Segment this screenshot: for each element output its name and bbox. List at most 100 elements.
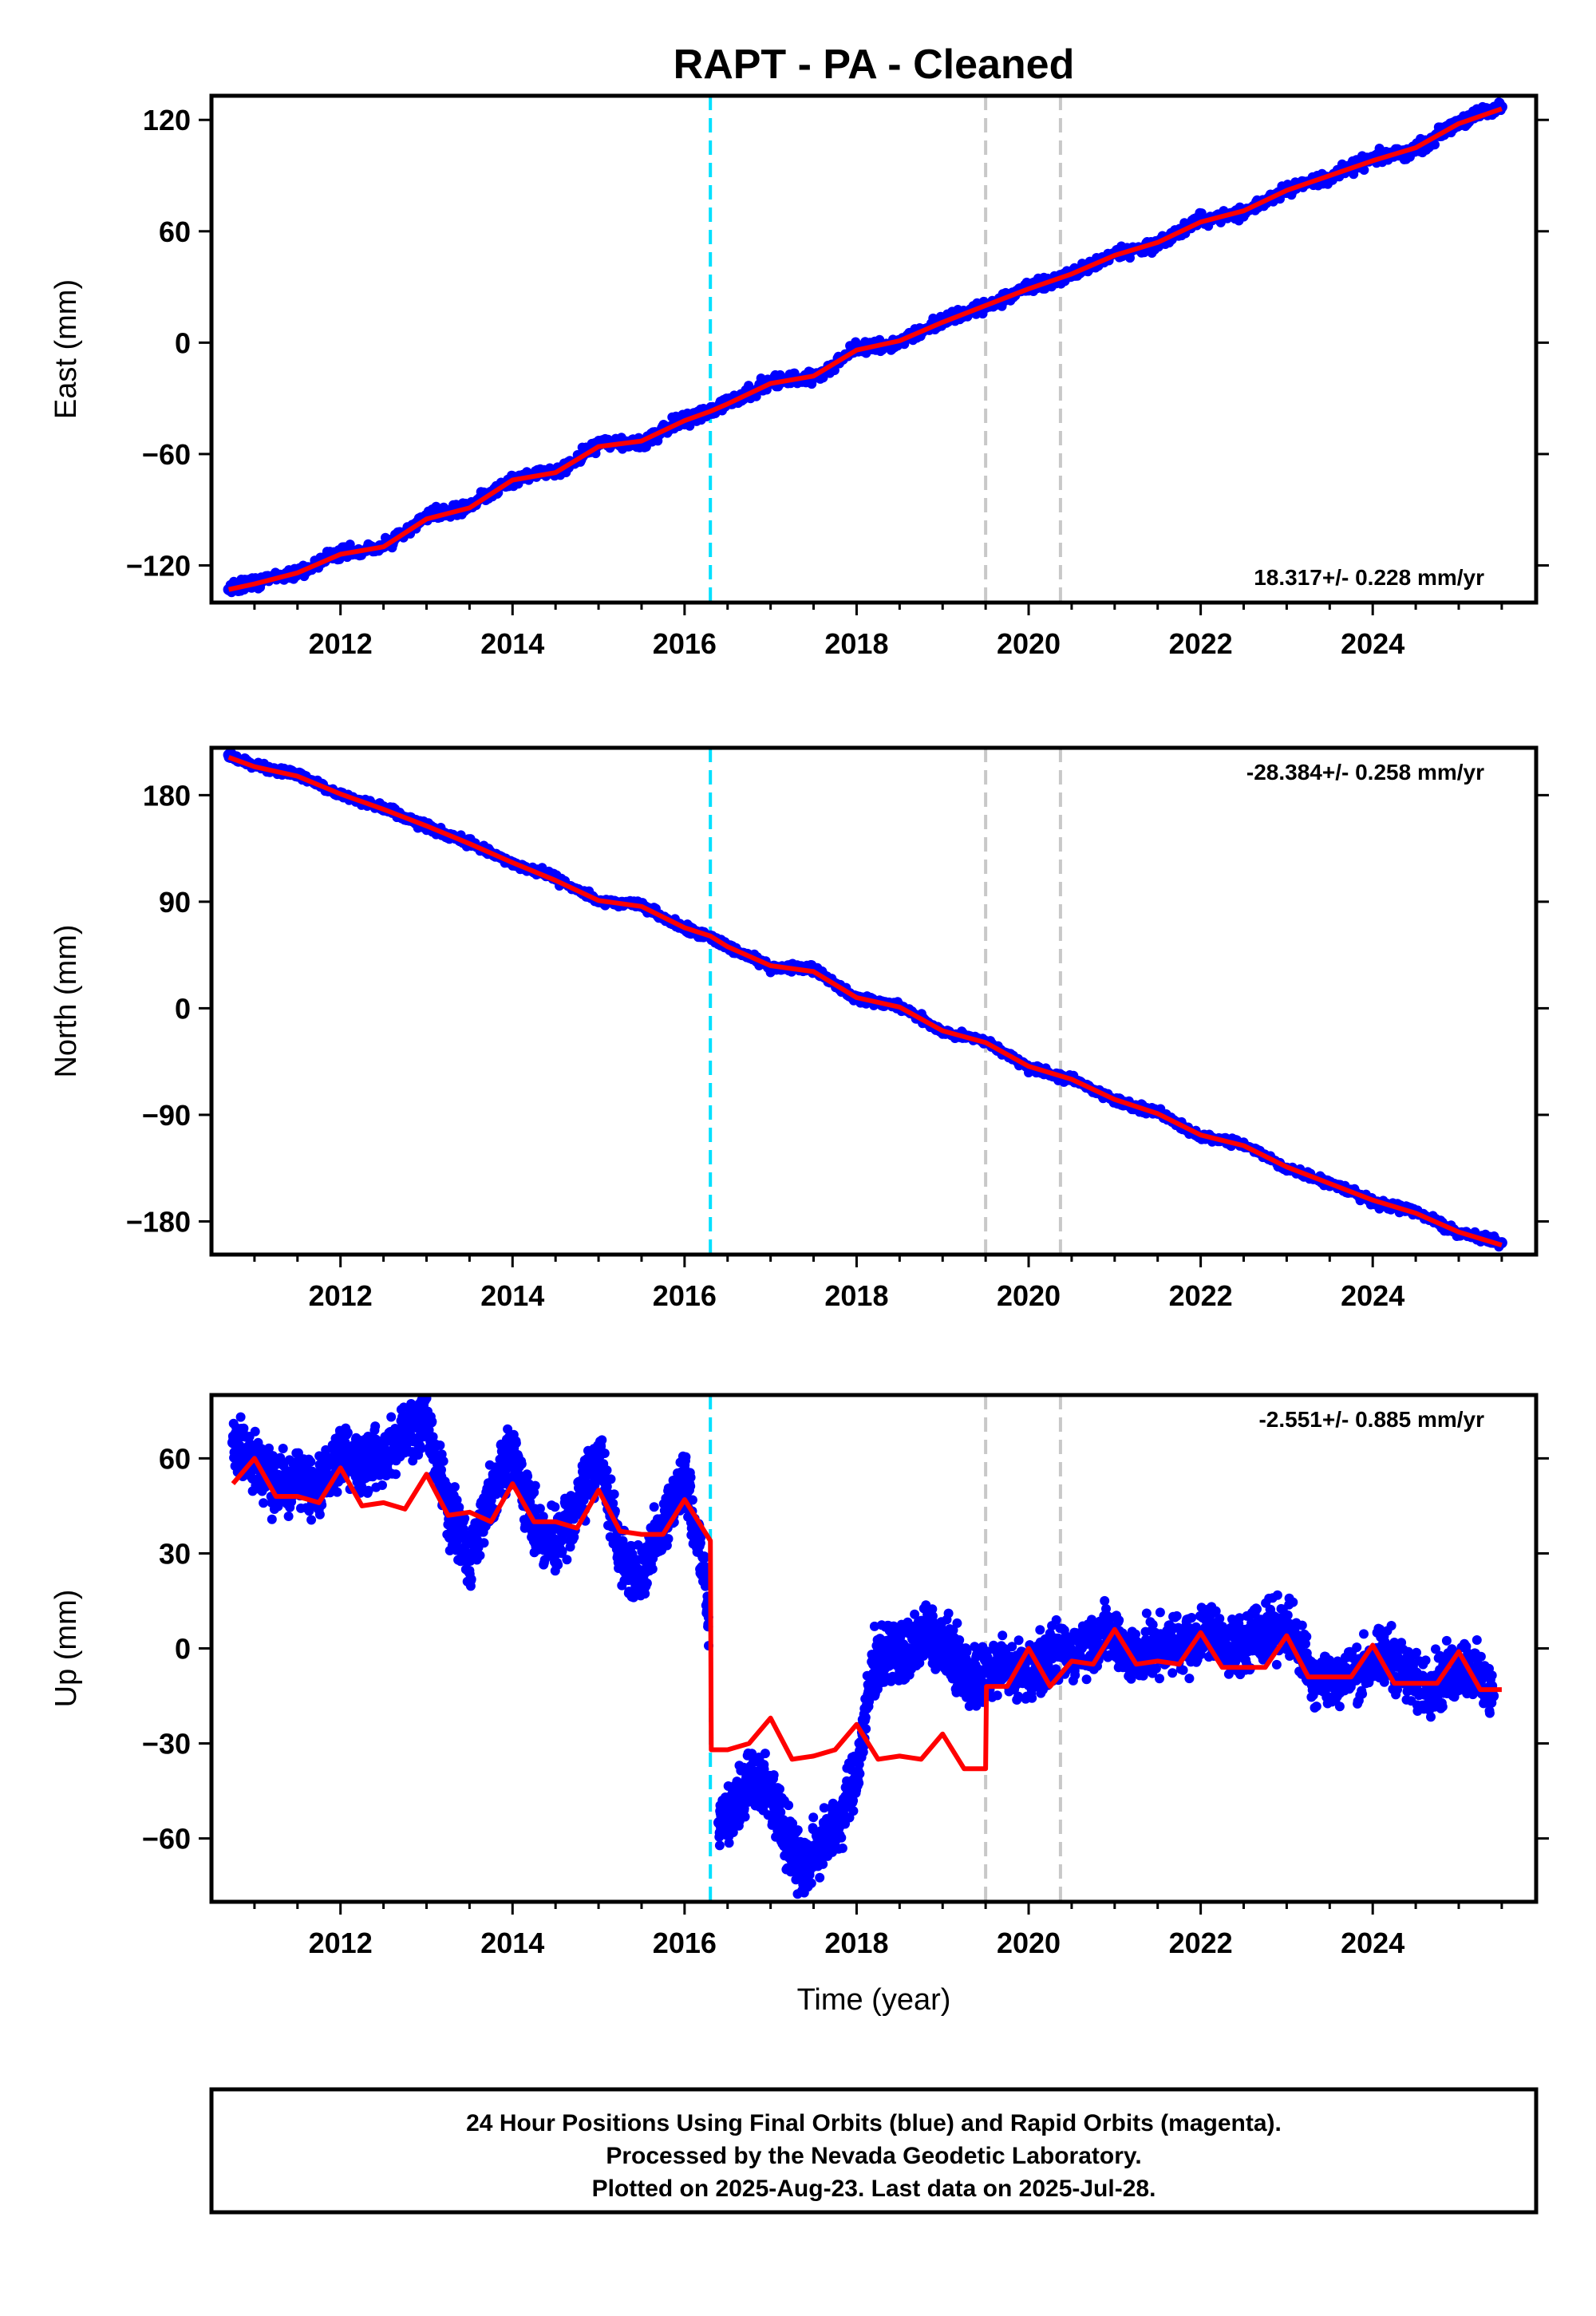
data-point bbox=[647, 1564, 658, 1574]
data-point bbox=[609, 1489, 619, 1500]
data-point bbox=[775, 1784, 784, 1794]
data-point bbox=[700, 1552, 710, 1563]
data-point bbox=[724, 1838, 734, 1848]
model-line bbox=[227, 755, 1503, 1247]
data-point bbox=[685, 1481, 696, 1492]
x-tick-label: 2012 bbox=[309, 1279, 373, 1312]
y-tick-label: 0 bbox=[175, 992, 191, 1025]
x-tick-label: 2018 bbox=[824, 627, 888, 660]
data-point bbox=[602, 1481, 612, 1492]
y-tick-label: 180 bbox=[143, 779, 191, 812]
data-point bbox=[391, 1469, 401, 1480]
data-point bbox=[681, 1452, 691, 1462]
data-point bbox=[435, 1441, 445, 1450]
data-point bbox=[640, 1589, 650, 1599]
data-point bbox=[259, 1498, 269, 1508]
data-point bbox=[460, 1513, 470, 1524]
data-point bbox=[235, 1412, 246, 1422]
data-point bbox=[550, 1502, 560, 1512]
y-tick-label: −120 bbox=[126, 549, 191, 582]
data-point bbox=[687, 1495, 697, 1505]
data-point bbox=[792, 1825, 803, 1836]
velocity-rate-label: 18.317+/- 0.228 mm/yr bbox=[1254, 565, 1484, 590]
data-point bbox=[618, 1535, 628, 1546]
data-point bbox=[363, 1485, 373, 1496]
data-point bbox=[608, 1498, 618, 1508]
figure-title: RAPT - PA - Cleaned bbox=[674, 41, 1075, 88]
data-point bbox=[602, 1465, 612, 1476]
data-point bbox=[475, 1551, 485, 1560]
data-point bbox=[714, 1840, 725, 1851]
data-point bbox=[740, 1812, 750, 1822]
data-point bbox=[421, 1395, 432, 1404]
data-point bbox=[503, 1424, 513, 1434]
data-point bbox=[437, 1464, 446, 1475]
data-point bbox=[278, 1444, 288, 1453]
model-line bbox=[227, 106, 1503, 592]
y-tick-label: 60 bbox=[159, 215, 191, 248]
x-tick-label: 2016 bbox=[653, 627, 717, 660]
data-point bbox=[590, 1480, 600, 1490]
data-point bbox=[819, 1803, 829, 1813]
x-tick-label: 2018 bbox=[824, 1279, 888, 1312]
x-tick-label: 2020 bbox=[997, 1279, 1061, 1312]
x-tick-label: 2014 bbox=[480, 627, 544, 660]
x-tick-label: 2024 bbox=[1341, 627, 1404, 660]
data-point bbox=[1359, 165, 1369, 175]
data-point bbox=[314, 1509, 325, 1520]
data-point bbox=[663, 1534, 674, 1544]
x-tick-label: 2014 bbox=[480, 1279, 544, 1312]
velocity-rate-label: -28.384+/- 0.258 mm/yr bbox=[1246, 760, 1484, 785]
data-point bbox=[449, 1482, 460, 1492]
data-point bbox=[558, 1535, 567, 1545]
data-point bbox=[306, 1515, 317, 1525]
plot-area bbox=[223, 96, 1507, 603]
x-tick-label: 2024 bbox=[1341, 1279, 1404, 1312]
plot-area bbox=[223, 748, 1507, 1255]
data-point bbox=[818, 1859, 828, 1869]
y-tick-label: 120 bbox=[143, 104, 191, 136]
data-point bbox=[538, 1512, 548, 1522]
data-point bbox=[377, 1480, 387, 1490]
data-point bbox=[597, 1435, 607, 1445]
plot-area bbox=[227, 1395, 1502, 1902]
data-point bbox=[760, 1749, 770, 1759]
plot-frame bbox=[209, 93, 1539, 605]
data-point bbox=[452, 1495, 462, 1505]
data-point bbox=[649, 1502, 659, 1512]
data-point bbox=[1430, 140, 1440, 150]
data-point bbox=[239, 1423, 249, 1433]
data-point bbox=[370, 1421, 381, 1432]
y-tick-label: 0 bbox=[175, 326, 191, 359]
data-point bbox=[306, 1456, 316, 1467]
data-point bbox=[562, 1555, 572, 1565]
x-tick-label: 2022 bbox=[1169, 1279, 1233, 1312]
data-point bbox=[267, 1514, 277, 1524]
y-axis-label: North (mm) bbox=[49, 924, 83, 1077]
y-axis-label: East (mm) bbox=[49, 279, 83, 419]
data-point bbox=[438, 1456, 448, 1466]
y-tick-label: −180 bbox=[126, 1205, 191, 1238]
data-point bbox=[466, 1574, 476, 1584]
data-point bbox=[784, 1800, 794, 1811]
data-point bbox=[250, 1426, 260, 1437]
data-point bbox=[530, 1480, 540, 1491]
data-point bbox=[520, 1520, 531, 1530]
data-point bbox=[535, 1504, 545, 1514]
data-point bbox=[768, 1770, 779, 1780]
data-point bbox=[565, 1542, 575, 1552]
x-tick-label: 2012 bbox=[309, 627, 373, 660]
data-point bbox=[283, 1512, 294, 1521]
data-point bbox=[606, 1474, 616, 1484]
data-point bbox=[442, 1481, 452, 1492]
x-tick-label: 2020 bbox=[997, 627, 1061, 660]
data-point bbox=[788, 1818, 798, 1828]
y-tick-label: −60 bbox=[142, 438, 191, 471]
data-point bbox=[416, 1444, 426, 1454]
plot-frame bbox=[209, 745, 1539, 1257]
